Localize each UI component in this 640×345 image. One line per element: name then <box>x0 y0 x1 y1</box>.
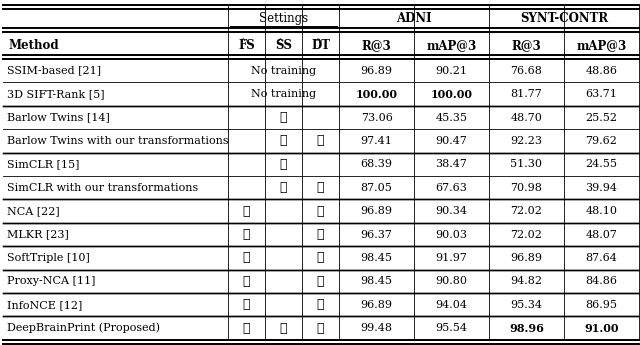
Text: Barlow Twins with our transformations: Barlow Twins with our transformations <box>7 136 228 146</box>
Text: 90.03: 90.03 <box>435 229 467 239</box>
Text: 45.35: 45.35 <box>435 112 467 122</box>
Text: 97.41: 97.41 <box>361 136 392 146</box>
Text: SimCLR [15]: SimCLR [15] <box>7 159 79 169</box>
Text: 94.82: 94.82 <box>510 276 542 286</box>
Text: 96.89: 96.89 <box>510 253 542 263</box>
Text: ✓: ✓ <box>243 298 250 311</box>
Text: Barlow Twins [14]: Barlow Twins [14] <box>7 112 110 122</box>
Text: 87.05: 87.05 <box>361 183 392 193</box>
Text: DeepBrainPrint (Proposed): DeepBrainPrint (Proposed) <box>7 323 160 333</box>
Text: Proxy-NCA [11]: Proxy-NCA [11] <box>7 276 95 286</box>
Text: 86.95: 86.95 <box>585 300 617 310</box>
Text: Settings: Settings <box>259 12 308 25</box>
Text: 79.62: 79.62 <box>586 136 617 146</box>
Text: 90.21: 90.21 <box>435 66 467 76</box>
Text: ŜS: ŜS <box>275 39 292 52</box>
Text: NCA [22]: NCA [22] <box>7 206 60 216</box>
Text: 3D SIFT-Rank [5]: 3D SIFT-Rank [5] <box>7 89 105 99</box>
Text: 63.71: 63.71 <box>586 89 617 99</box>
Text: 100.00: 100.00 <box>431 89 472 100</box>
Text: 51.30: 51.30 <box>510 159 542 169</box>
Text: 48.07: 48.07 <box>586 229 617 239</box>
Text: ✓: ✓ <box>280 322 287 335</box>
Text: mAP@3: mAP@3 <box>576 39 627 52</box>
Text: 90.80: 90.80 <box>435 276 467 286</box>
Text: ✓: ✓ <box>243 275 250 288</box>
Text: ✓: ✓ <box>280 135 287 147</box>
Text: No training: No training <box>251 89 316 99</box>
Text: InfoNCE [12]: InfoNCE [12] <box>7 300 83 310</box>
Text: 24.55: 24.55 <box>585 159 617 169</box>
Text: 98.96: 98.96 <box>509 323 544 334</box>
Text: ✓: ✓ <box>243 228 250 241</box>
Text: ✓: ✓ <box>317 135 324 147</box>
Text: 38.47: 38.47 <box>436 159 467 169</box>
Text: ✓: ✓ <box>243 252 250 264</box>
Text: 48.70: 48.70 <box>511 112 542 122</box>
Text: ✓: ✓ <box>280 158 287 171</box>
Text: SYNT-CONTR: SYNT-CONTR <box>520 12 608 25</box>
Text: ✓: ✓ <box>317 298 324 311</box>
Text: 95.54: 95.54 <box>435 323 467 333</box>
Text: 92.23: 92.23 <box>510 136 542 146</box>
Text: 95.34: 95.34 <box>510 300 542 310</box>
Text: ✓: ✓ <box>317 322 324 335</box>
Text: ✓: ✓ <box>317 252 324 264</box>
Text: 48.10: 48.10 <box>585 206 617 216</box>
Text: 73.06: 73.06 <box>361 112 392 122</box>
Text: 91.00: 91.00 <box>584 323 618 334</box>
Text: 100.00: 100.00 <box>356 89 397 100</box>
Text: Method: Method <box>8 39 59 52</box>
Text: R@3: R@3 <box>362 39 392 52</box>
Text: 72.02: 72.02 <box>511 206 542 216</box>
Text: 98.45: 98.45 <box>360 276 392 286</box>
Text: ✓: ✓ <box>280 181 287 194</box>
Text: ✓: ✓ <box>280 111 287 124</box>
Text: ADNI: ADNI <box>396 12 432 25</box>
Text: ✓: ✓ <box>243 322 250 335</box>
Text: 81.77: 81.77 <box>511 89 542 99</box>
Text: ✓: ✓ <box>317 181 324 194</box>
Text: 98.45: 98.45 <box>360 253 392 263</box>
Text: 70.98: 70.98 <box>511 183 542 193</box>
Text: ✓: ✓ <box>317 275 324 288</box>
Text: 96.89: 96.89 <box>360 66 392 76</box>
Text: No training: No training <box>251 66 316 76</box>
Text: 90.34: 90.34 <box>435 206 467 216</box>
Text: 67.63: 67.63 <box>436 183 467 193</box>
Text: SSIM-based [21]: SSIM-based [21] <box>7 66 101 76</box>
Text: 94.04: 94.04 <box>435 300 467 310</box>
Text: 84.86: 84.86 <box>585 276 617 286</box>
Text: 96.89: 96.89 <box>360 300 392 310</box>
Text: D̂T: D̂T <box>311 39 330 52</box>
Text: SimCLR with our transformations: SimCLR with our transformations <box>7 183 198 193</box>
Text: 72.02: 72.02 <box>511 229 542 239</box>
Text: ✓: ✓ <box>317 205 324 218</box>
Text: 39.94: 39.94 <box>585 183 617 193</box>
Text: 96.89: 96.89 <box>360 206 392 216</box>
Text: ✓: ✓ <box>317 228 324 241</box>
Text: 48.86: 48.86 <box>585 66 617 76</box>
Text: SoftTriple [10]: SoftTriple [10] <box>7 253 90 263</box>
Text: ✓: ✓ <box>243 205 250 218</box>
Text: 90.47: 90.47 <box>436 136 467 146</box>
Text: 76.68: 76.68 <box>511 66 542 76</box>
Text: F̂S: F̂S <box>238 39 255 52</box>
Text: 68.39: 68.39 <box>360 159 392 169</box>
Text: 25.52: 25.52 <box>585 112 617 122</box>
Text: MLKR [23]: MLKR [23] <box>7 229 69 239</box>
Text: 91.97: 91.97 <box>436 253 467 263</box>
Text: R@3: R@3 <box>511 39 541 52</box>
Text: mAP@3: mAP@3 <box>426 39 477 52</box>
Text: 96.37: 96.37 <box>361 229 392 239</box>
Text: 87.64: 87.64 <box>586 253 617 263</box>
Text: 99.48: 99.48 <box>360 323 392 333</box>
